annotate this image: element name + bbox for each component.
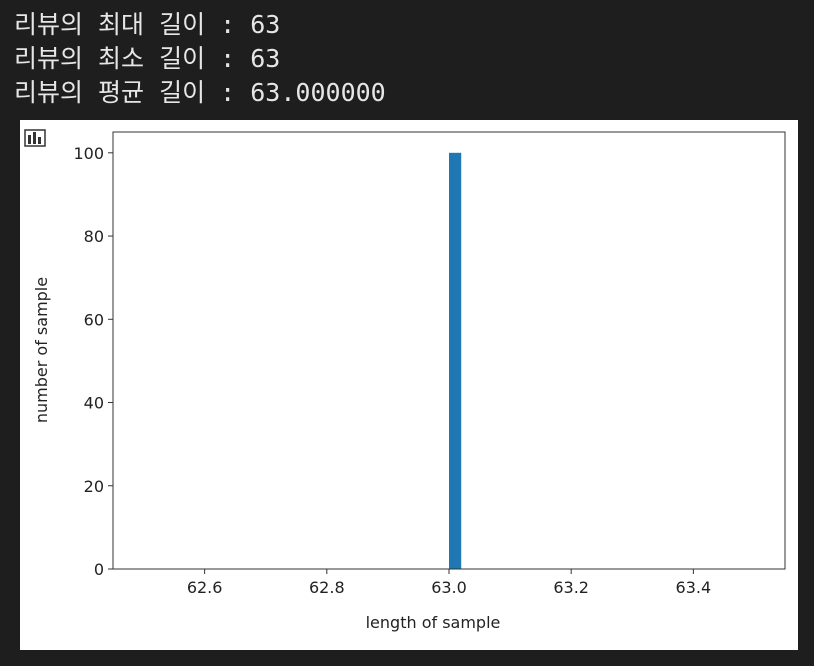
x-tick-label: 62.8	[309, 578, 345, 597]
console-line: 리뷰의 최대 길이 : 63	[14, 10, 281, 39]
x-tick-label: 63.0	[431, 578, 467, 597]
y-tick-label: 20	[84, 477, 104, 496]
y-tick-label: 40	[84, 394, 104, 413]
toolbar-icon	[24, 129, 46, 147]
bar	[449, 152, 462, 570]
console-output: 리뷰의 최대 길이 : 63 리뷰의 최소 길이 : 63 리뷰의 평균 길이 : …	[14, 8, 386, 110]
x-tick-label: 62.6	[187, 578, 223, 597]
chart: length of sample number of sample 0 20 40 6…	[20, 120, 798, 650]
console-line: 리뷰의 평균 길이 : 63.000000	[14, 78, 386, 107]
y-tick-label: 60	[84, 310, 104, 329]
x-tick-label: 63.2	[553, 578, 589, 597]
y-axis-label: number of sample	[32, 277, 51, 423]
y-tick-label: 0	[94, 560, 104, 579]
console-line: 리뷰의 최소 길이 : 63	[14, 44, 281, 73]
x-tick-label: 63.4	[676, 578, 712, 597]
x-axis-label: length of sample	[366, 613, 501, 632]
y-tick-label: 100	[73, 144, 104, 163]
y-tick-label: 80	[84, 227, 104, 246]
